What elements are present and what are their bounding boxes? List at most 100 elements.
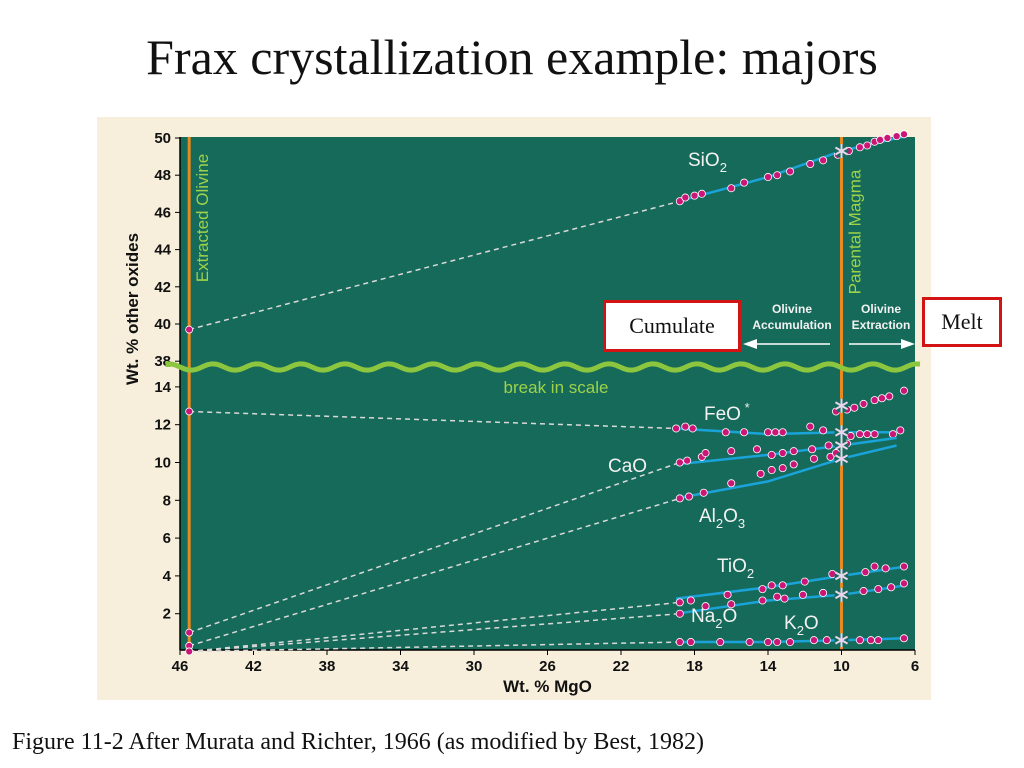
y-tick-label: 14 [154, 379, 171, 396]
sio2-point [697, 189, 706, 198]
tio2-tie-line [189, 601, 680, 653]
x-tick-label: 18 [686, 658, 703, 675]
sio2-point [883, 133, 892, 142]
sio2-point [806, 160, 815, 169]
na2o-point [727, 600, 736, 609]
sio2-point [727, 184, 736, 193]
extraction-arrowhead [901, 339, 915, 349]
k2o-point [855, 636, 864, 645]
al2o3-point [684, 492, 693, 501]
al2o3-point [809, 454, 818, 463]
y-tick-label: 40 [154, 316, 171, 333]
olivine-accumulation-label: Olivine [772, 302, 812, 316]
feo-point [778, 428, 787, 437]
star-stroke [834, 401, 849, 411]
cao-point [752, 445, 761, 454]
tio2-point [675, 598, 684, 607]
feo-point [740, 428, 749, 437]
y-tick-label: 8 [163, 492, 171, 509]
y-tick-label: 10 [154, 455, 171, 472]
tio2-point [899, 562, 908, 571]
cao-parent-star [834, 438, 849, 453]
k2o-point [675, 638, 684, 647]
melt-label: Melt [941, 309, 983, 334]
k2o-point [899, 634, 908, 643]
x-tick-label: 46 [172, 658, 189, 675]
feo-high-point [885, 392, 894, 401]
cumulate-label: Cumulate [629, 313, 715, 338]
star-stroke [834, 635, 849, 645]
k2o-point [764, 638, 773, 647]
sio2-point [899, 130, 908, 139]
sio2-point [681, 193, 690, 202]
k2o-point [866, 636, 875, 645]
na2o-point [773, 592, 782, 601]
break-in-scale-line [165, 361, 921, 373]
cao-point [789, 447, 798, 456]
k2o-point [773, 638, 782, 647]
al2o3-trend-line [675, 444, 897, 500]
na2o-point [701, 602, 710, 611]
k2o-tie-line [189, 641, 680, 653]
al2o3-point [778, 464, 787, 473]
cao-point [778, 449, 787, 458]
sio2-point [863, 141, 872, 150]
olivine-extraction-label: Extraction [852, 318, 911, 332]
feo-high-point [850, 403, 859, 412]
na2o-parent-star [834, 587, 849, 602]
sio2-parent-star [834, 144, 849, 159]
y-tick-label: 2 [163, 606, 171, 623]
feo-high-point [877, 394, 886, 403]
k2o-point [874, 636, 883, 645]
sio2-point [786, 167, 795, 176]
k2o-point [786, 638, 795, 647]
na2o-point [819, 588, 828, 597]
feo-high-parent-star [834, 398, 849, 413]
cao-point [683, 456, 692, 465]
y-tick-label: 44 [154, 242, 171, 259]
y-tick-label: 42 [154, 279, 171, 296]
y-tick-label: 12 [154, 417, 171, 434]
melt-callout: Melt [922, 297, 1002, 347]
al2o3-label: Al2O3 [699, 506, 745, 531]
tio2-point [767, 581, 776, 590]
feo-olivine-point [185, 407, 194, 416]
x-tick-label: 30 [466, 658, 483, 675]
tio2-point [800, 577, 809, 586]
feo-label: FeO * [704, 400, 750, 425]
sio2-point [855, 143, 864, 152]
k2o-olivine-point [185, 647, 194, 656]
x-tick-label: 22 [613, 658, 630, 675]
tio2-point [723, 590, 732, 599]
sio2-label: SiO2 [688, 150, 727, 175]
x-tick-label: 38 [319, 658, 336, 675]
feo-point [681, 422, 690, 431]
na2o-point [798, 590, 807, 599]
sio2-point [892, 132, 901, 141]
x-tick-label: 34 [392, 658, 409, 675]
feo-point [870, 430, 879, 439]
x-axis-title: Wt. % MgO [503, 677, 592, 696]
k2o-parent-star [834, 633, 849, 648]
k2o-point [686, 638, 695, 647]
al2o3-point [727, 479, 736, 488]
tio2-point [881, 564, 890, 573]
cao-point [701, 449, 710, 458]
tio2-parent-star [834, 568, 849, 583]
cao-point [767, 450, 776, 459]
y-tick-label: 48 [154, 167, 171, 184]
star-stroke [834, 454, 849, 464]
na2o-point [758, 596, 767, 605]
feo-point [819, 426, 828, 435]
k2o-point [745, 638, 754, 647]
na2o-point [874, 585, 883, 594]
figure-caption: Figure 11-2 After Murata and Richter, 19… [12, 729, 705, 755]
y-tick-label: 46 [154, 204, 171, 221]
na2o-point [899, 579, 908, 588]
k2o-label: K2O [784, 613, 819, 638]
feo-point [888, 430, 897, 439]
cumulate-callout: Cumulate [603, 300, 741, 352]
tio2-point [758, 585, 767, 594]
accumulation-arrowhead [743, 339, 757, 349]
al2o3-point [756, 469, 765, 478]
